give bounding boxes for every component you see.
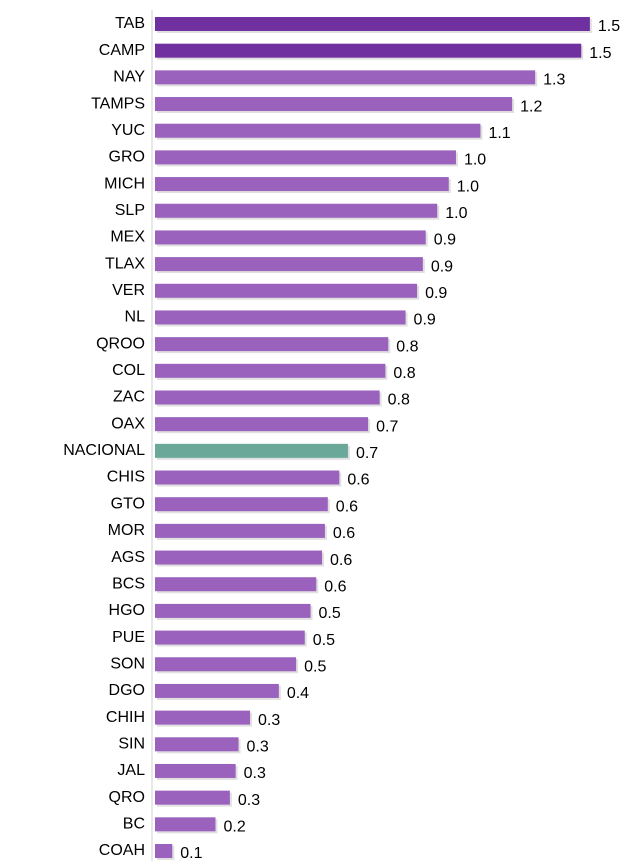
bar: [155, 817, 216, 832]
value-label: 0.7: [376, 418, 398, 435]
value-label: 0.3: [247, 739, 269, 756]
value-label: 0.8: [388, 392, 410, 409]
category-label: MOR: [108, 522, 145, 539]
value-label: 0.5: [319, 605, 341, 622]
value-label: 0.5: [313, 632, 335, 649]
value-label: 0.6: [330, 552, 352, 569]
category-label: HGO: [109, 602, 145, 619]
value-label: 0.3: [238, 792, 260, 809]
bar: [155, 523, 325, 538]
value-label: 1.2: [520, 98, 542, 115]
category-label: BC: [123, 816, 145, 833]
bar: [155, 283, 418, 298]
value-label: 0.6: [336, 498, 358, 515]
bar: [155, 150, 456, 165]
bar: [155, 310, 406, 325]
bar: [155, 683, 279, 698]
category-label: NAY: [113, 69, 145, 86]
value-label: 0.7: [356, 445, 378, 462]
value-label: 0.8: [396, 338, 418, 355]
bar: [155, 97, 513, 112]
value-label: 0.6: [333, 525, 355, 542]
bar: [155, 737, 239, 752]
category-label: NACIONAL: [63, 442, 145, 459]
category-label: CHIH: [106, 709, 145, 726]
category-label: QRO: [109, 789, 145, 806]
bar: [155, 337, 389, 352]
bar: [155, 203, 438, 218]
bar: [155, 257, 423, 272]
value-label: 0.9: [431, 258, 453, 275]
category-label: GTO: [111, 495, 145, 512]
bar: [155, 70, 536, 85]
category-label: BCS: [112, 575, 145, 592]
category-label: PUE: [112, 629, 145, 646]
bar: [155, 443, 348, 458]
category-label: COL: [112, 362, 145, 379]
category-label: DGO: [109, 682, 145, 699]
value-label: 0.8: [393, 365, 415, 382]
value-label: 1.0: [464, 152, 486, 169]
bar: [155, 363, 386, 378]
category-label: JAL: [117, 762, 145, 779]
category-label: GRO: [109, 149, 145, 166]
value-label: 1.3: [543, 72, 565, 89]
bar: [155, 550, 323, 565]
category-label: SIN: [118, 736, 145, 753]
category-label: OAX: [111, 415, 145, 432]
category-label: MEX: [110, 229, 145, 246]
bar: [155, 844, 173, 858]
value-label: 0.9: [425, 285, 447, 302]
value-label: 1.5: [589, 45, 611, 62]
category-label: MICH: [104, 175, 145, 192]
bar: [155, 417, 369, 432]
value-label: 0.2: [223, 819, 245, 836]
bar: [155, 390, 380, 405]
value-label: 0.9: [434, 232, 456, 249]
bar: [155, 177, 449, 192]
bar: [155, 657, 297, 672]
bar: [155, 603, 311, 618]
value-label: 1.5: [598, 18, 620, 35]
value-label: 0.6: [347, 472, 369, 489]
value-label: 0.4: [287, 685, 309, 702]
category-label: QROO: [96, 335, 145, 352]
value-label: 0.6: [324, 578, 346, 595]
bar: [155, 790, 230, 805]
value-label: 0.1: [180, 845, 202, 861]
value-label: 1.0: [457, 178, 479, 195]
category-label: VER: [112, 282, 145, 299]
category-label: YUC: [111, 122, 145, 139]
category-label: TAB: [115, 15, 145, 32]
value-label: 0.5: [304, 658, 326, 675]
value-label: 0.3: [244, 765, 266, 782]
bar: [155, 577, 317, 592]
category-label: CHIS: [107, 469, 145, 486]
bar: [155, 123, 481, 138]
bar: [155, 630, 305, 645]
bar: [155, 497, 328, 512]
category-label: NL: [125, 309, 146, 326]
bar: [155, 43, 582, 58]
value-label: 1.0: [445, 205, 467, 222]
value-label: 0.3: [258, 712, 280, 729]
value-label: 0.9: [414, 312, 436, 329]
bar: [155, 230, 426, 245]
category-label: CAMP: [99, 42, 145, 59]
bar: [155, 763, 236, 778]
category-label: TAMPS: [91, 95, 145, 112]
category-label: SON: [110, 655, 145, 672]
value-label: 1.1: [488, 125, 510, 142]
category-label: COAH: [99, 842, 145, 859]
category-label: ZAC: [113, 389, 145, 406]
category-label: SLP: [115, 202, 145, 219]
bar: [155, 470, 340, 485]
category-label: AGS: [111, 549, 145, 566]
bar: [155, 17, 590, 31]
bar: [155, 710, 251, 725]
category-label: TLAX: [105, 255, 145, 272]
